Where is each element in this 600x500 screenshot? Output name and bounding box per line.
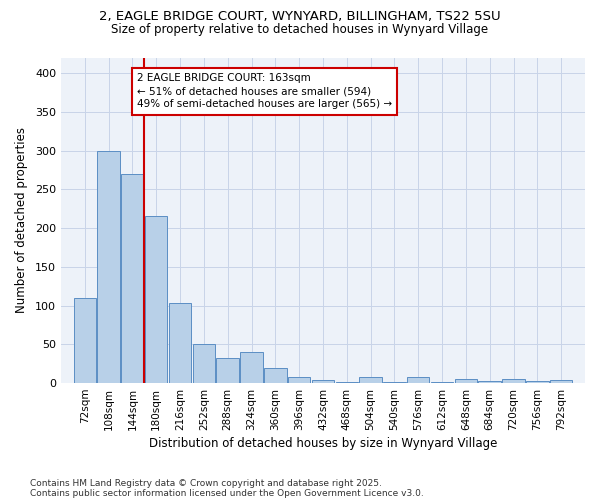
Bar (431, 382, 454, 383)
Bar (240, 352, 263, 383)
Bar (97, 150, 120, 383)
Bar (264, 368, 287, 383)
Bar (455, 379, 477, 383)
Bar (74, 298, 96, 383)
Bar (145, 216, 167, 383)
Bar (312, 380, 334, 383)
Bar (335, 382, 358, 383)
Bar (288, 377, 310, 383)
Bar (502, 379, 525, 383)
Bar (550, 380, 572, 383)
Text: 2 EAGLE BRIDGE COURT: 163sqm
← 51% of detached houses are smaller (594)
49% of s: 2 EAGLE BRIDGE COURT: 163sqm ← 51% of de… (137, 73, 392, 110)
Bar (169, 303, 191, 383)
Text: Size of property relative to detached houses in Wynyard Village: Size of property relative to detached ho… (112, 22, 488, 36)
Bar (526, 380, 548, 383)
Text: Contains public sector information licensed under the Open Government Licence v3: Contains public sector information licen… (30, 488, 424, 498)
Y-axis label: Number of detached properties: Number of detached properties (15, 128, 28, 314)
Bar (359, 377, 382, 383)
Bar (217, 358, 239, 383)
Bar (478, 380, 501, 383)
Text: Contains HM Land Registry data © Crown copyright and database right 2025.: Contains HM Land Registry data © Crown c… (30, 478, 382, 488)
Bar (383, 382, 406, 383)
Bar (121, 174, 143, 383)
Bar (193, 344, 215, 383)
X-axis label: Distribution of detached houses by size in Wynyard Village: Distribution of detached houses by size … (149, 437, 497, 450)
Text: 2, EAGLE BRIDGE COURT, WYNYARD, BILLINGHAM, TS22 5SU: 2, EAGLE BRIDGE COURT, WYNYARD, BILLINGH… (99, 10, 501, 23)
Bar (407, 377, 430, 383)
